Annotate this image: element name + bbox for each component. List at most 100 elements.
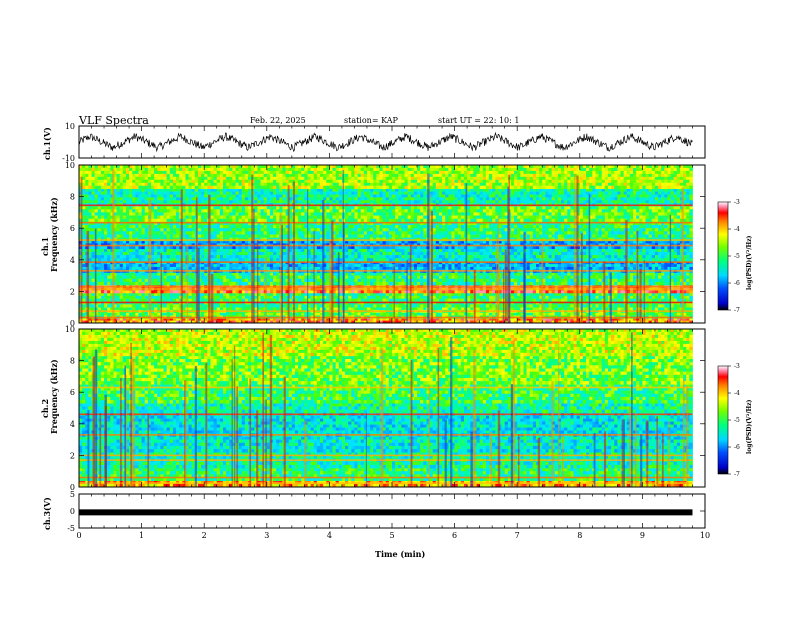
ch1-spectrogram-cell (658, 267, 662, 270)
ch1-spectrogram-cell (658, 272, 662, 275)
ch1-spectrogram-cell (570, 279, 574, 282)
ch1-spectrogram-cell (301, 296, 305, 299)
ch1-spectrogram-cell (646, 282, 650, 285)
ch1-spectrogram-cell (614, 267, 618, 270)
ch1-spectrogram-cell (132, 252, 136, 255)
ch1-spectrogram-cell (364, 276, 368, 279)
ch1-spectrogram-cell (386, 313, 390, 316)
ch1-spectrogram-cell (433, 293, 437, 296)
ch1-spectrogram-cell (135, 272, 139, 275)
ch1-spectrogram-cell (570, 276, 574, 279)
ch1-spectrogram-cell (354, 272, 358, 275)
ch1-spectrogram-cell (301, 313, 305, 316)
ch1-spectrogram-cell (232, 267, 236, 270)
ch1-spectrogram-cell (549, 255, 553, 258)
ch1-spectrogram-cell (229, 290, 233, 293)
ch1-spectrogram-cell (301, 255, 305, 258)
ch1-spectrogram-cell (92, 249, 96, 252)
ch1-spectrogram-cell (117, 282, 121, 285)
ch1-spectrogram-cell (448, 299, 452, 302)
ch1-spectrogram-cell (295, 272, 299, 275)
ch1-spectrogram-cell (458, 313, 462, 316)
ch1-spectrogram-cell (361, 313, 365, 316)
ch1-spectrogram-cell (398, 313, 402, 316)
ch1-spectrogram-cell (477, 304, 481, 307)
ch1-spectrogram-cell (401, 279, 405, 282)
ch1-spectrogram-cell (448, 255, 452, 258)
ch1-spectrogram-cell (633, 279, 637, 282)
ch1-spectrogram-cell (646, 296, 650, 299)
ch1-spectrogram-cell (210, 249, 214, 252)
ch1-spectrogram-cell (674, 252, 678, 255)
ch1-spectrogram-cell (126, 279, 130, 282)
ch1-spectrogram-cell (567, 299, 571, 302)
ch1-spectrogram-cell (204, 307, 208, 310)
ch1-spectrogram-cell (123, 304, 127, 307)
ch1-spectrogram-cell (173, 272, 177, 275)
ch1-spectrogram-cell (620, 313, 624, 316)
ch1-spectrogram-cell (170, 272, 174, 275)
ch1-spectrogram-cell (104, 264, 108, 267)
ch1-spectrogram-cell (123, 279, 127, 282)
ch1-spectrogram-cell (655, 282, 659, 285)
ch1-spectrogram-cell (489, 290, 493, 293)
ch1-spectrogram-cell (220, 267, 224, 270)
ch1-spectrogram-cell (129, 267, 133, 270)
ch1-spectrogram-cell (436, 318, 440, 321)
ch1-spectrogram-cell (630, 290, 634, 293)
ch1-spectrogram-cell (326, 279, 330, 282)
ch1-spectrogram-cell (176, 290, 180, 293)
ch1-spectrogram-cell (489, 272, 493, 275)
ch1-spectrogram-cell (354, 252, 358, 255)
ch1-spectrogram-cell (367, 279, 371, 282)
ch1-spectrogram-cell (552, 299, 556, 302)
ch1-spectrogram-cell (261, 249, 265, 252)
ch1-spectrogram-cell (473, 249, 477, 252)
ch1-spectrogram-cell (192, 313, 196, 316)
ch1-spectrogram-cell (477, 255, 481, 258)
ch1-spectrogram-cell (189, 307, 193, 310)
ch1-spectrogram-cell (489, 255, 493, 258)
ch1-spectrogram-cell (189, 264, 193, 267)
ch1-spectrogram-cell (367, 267, 371, 270)
ch1-spectrogram-cell (549, 252, 553, 255)
ch1-spectrogram-cell (511, 299, 515, 302)
ch1-spectrogram-cell (367, 296, 371, 299)
ch1-spectrogram-cell (445, 299, 449, 302)
ch1-spectrogram-cell (477, 279, 481, 282)
ch1-spectrogram-cell (451, 304, 455, 307)
ch1-spectrogram-cell (242, 255, 246, 258)
ch1-spectrogram-cell (217, 299, 221, 302)
ch1-spectrogram-cell (82, 252, 86, 255)
ch1-spectrogram-cell (530, 299, 534, 302)
ch1-spectrogram-cell (570, 299, 574, 302)
ch1-spectrogram-cell (492, 304, 496, 307)
ch1-spectrogram-cell (445, 279, 449, 282)
ch1-spectrogram-cell (649, 304, 653, 307)
ch1-spectrogram-cell (649, 293, 653, 296)
ch1-spectrogram-cell (135, 267, 139, 270)
ch1-spectrogram-cell (383, 299, 387, 302)
ch1-spectrogram-cell (120, 313, 124, 316)
ch1-spectrogram-cell (461, 272, 465, 275)
ch1-spectrogram-cell (483, 267, 487, 270)
ch1-spectrogram-cell (142, 279, 146, 282)
ch1-spectrogram-cell (455, 296, 459, 299)
ch1-spectrogram-cell (646, 279, 650, 282)
ch1-spectrogram-cell (367, 252, 371, 255)
ch1-spectrogram-cell (530, 318, 534, 321)
ch1-spectrogram-cell (583, 296, 587, 299)
ch1-spectrogram-cell (527, 290, 531, 293)
ch1-spectrogram-cell (517, 293, 521, 296)
ch1-spectrogram-cell (176, 255, 180, 258)
ch1-spectrogram-cell (379, 296, 383, 299)
ch1-spectrogram-cell (358, 293, 362, 296)
ch1-spectrogram-cell (273, 255, 277, 258)
ch1-spectrogram-cell (652, 282, 656, 285)
ch1-spectrogram-cell (536, 282, 540, 285)
ch1-spectrogram-cell (214, 313, 218, 316)
ch1-spectrogram-cell (345, 282, 349, 285)
ch1-spectrogram-cell (173, 293, 177, 296)
ch1-spectrogram-cell (592, 313, 596, 316)
ch1-spectrogram-cell (367, 290, 371, 293)
